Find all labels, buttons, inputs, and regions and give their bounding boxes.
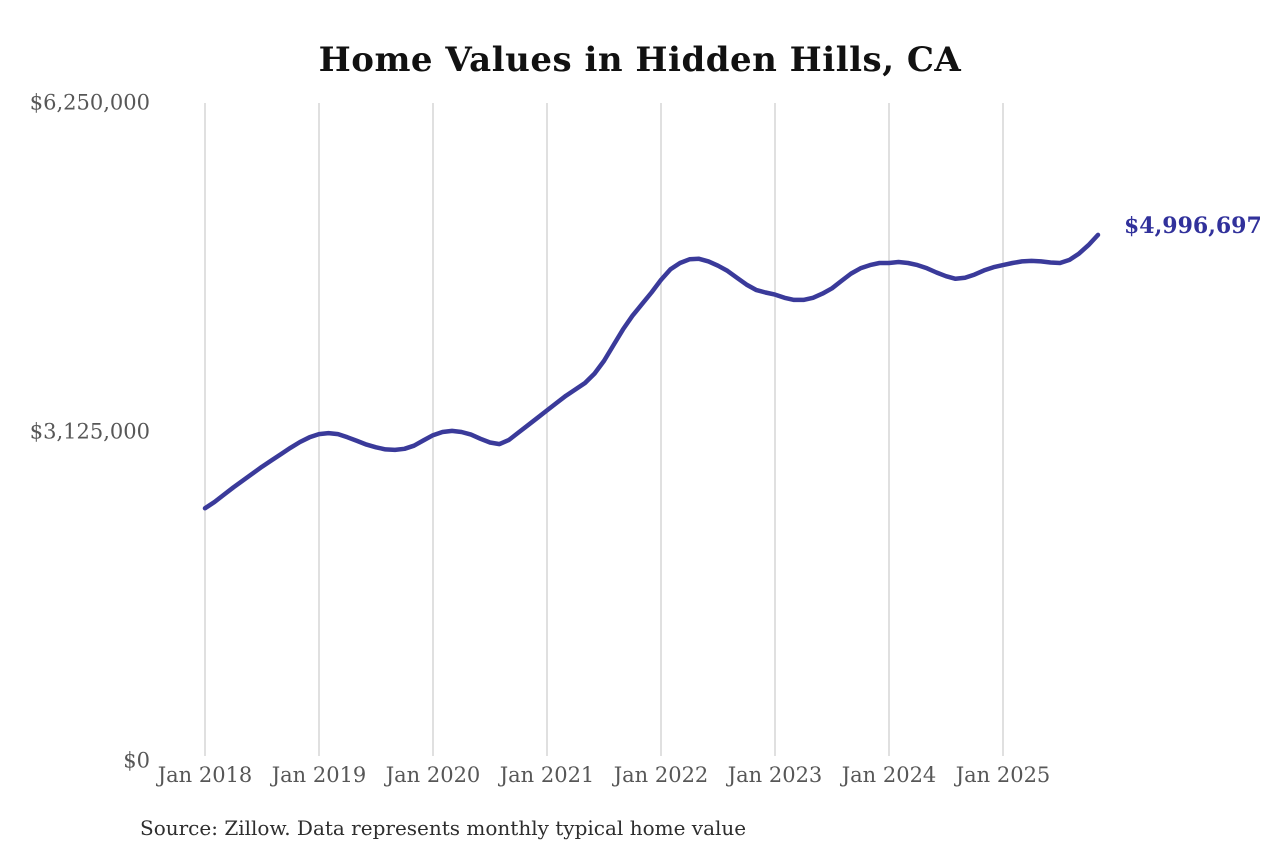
x-tick-label: Jan 2020 bbox=[385, 763, 481, 787]
source-note: Source: Zillow. Data represents monthly … bbox=[140, 816, 747, 840]
x-tick-label: Jan 2022 bbox=[613, 763, 709, 787]
chart-title: Home Values in Hidden Hills, CA bbox=[318, 40, 962, 80]
x-tick-label: Jan 2019 bbox=[271, 763, 367, 787]
y-tick-label: $3,125,000 bbox=[29, 419, 150, 444]
x-tick-label: Jan 2024 bbox=[841, 763, 937, 787]
x-gridlines bbox=[204, 103, 1004, 756]
x-tick-label: Jan 2021 bbox=[499, 763, 595, 787]
home-value-line bbox=[202, 232, 1101, 511]
x-tick-label: Jan 2025 bbox=[955, 763, 1051, 787]
x-tick-label: Jan 2023 bbox=[727, 763, 823, 787]
latest-value-label: $4,996,697 bbox=[1124, 213, 1262, 239]
y-tick-label: $6,250,000 bbox=[29, 90, 150, 115]
y-tick-label: $0 bbox=[123, 748, 150, 773]
x-tick-label: Jan 2018 bbox=[157, 763, 253, 787]
